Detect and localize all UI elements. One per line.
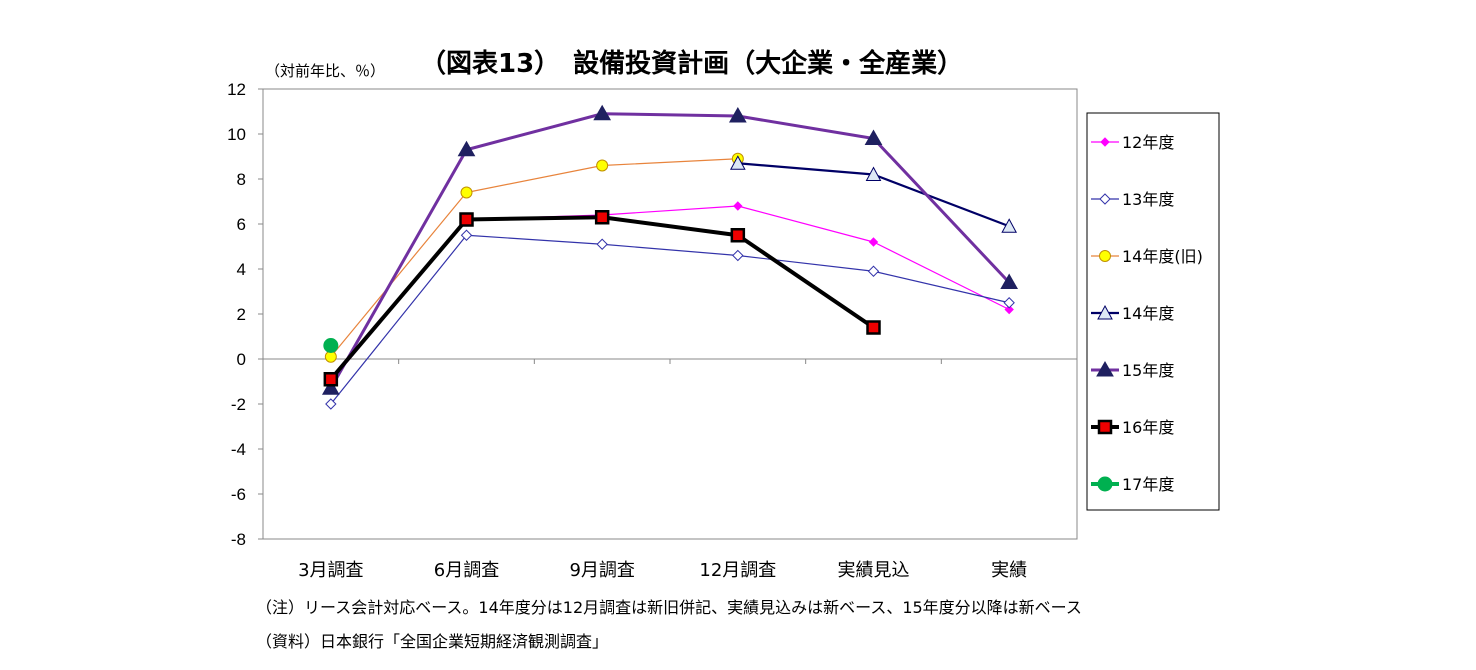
plot-area (262, 88, 1078, 540)
data-point (865, 166, 882, 181)
data-point (460, 186, 473, 199)
data-point (594, 210, 610, 225)
data-point (867, 265, 880, 277)
x-category-label: 9月調査 (569, 560, 634, 581)
data-point (596, 238, 608, 250)
y-axis-unit-label: （対前年比、％） (265, 62, 385, 80)
y-tick-label: -4 (231, 440, 246, 459)
data-point (733, 201, 743, 211)
data-point (1097, 304, 1113, 320)
legend-label: 17年度 (1122, 475, 1174, 494)
y-tick-label: 2 (237, 305, 246, 324)
data-point (1000, 273, 1019, 289)
data-point (1097, 419, 1113, 435)
legend-label: 13年度 (1122, 190, 1174, 209)
chart-note: （注）リース会計対応ベース。14年度分は12月調査は新旧併記、実績見込みは新ベー… (256, 598, 1082, 617)
legend-box (1086, 112, 1220, 511)
y-tick-label: 0 (237, 350, 246, 369)
data-point (728, 106, 747, 123)
series-7 (323, 338, 339, 353)
data-point (593, 104, 612, 121)
legend-label: 15年度 (1122, 361, 1174, 380)
data-point (596, 159, 609, 172)
data-point (868, 237, 879, 247)
legend-label: 12年度 (1122, 133, 1174, 152)
data-point (864, 129, 883, 145)
legend-label: 14年度 (1122, 304, 1174, 323)
x-category-label: 12月調査 (699, 560, 776, 581)
x-category-label: 3月調査 (298, 560, 363, 581)
y-tick-label: 12 (227, 80, 246, 99)
x-category-label: 6月調査 (434, 560, 499, 581)
y-tick-label: -6 (231, 485, 246, 504)
series-6 (323, 210, 881, 387)
series-5 (321, 104, 1019, 395)
series-line (330, 234, 1010, 405)
data-point (1099, 250, 1111, 262)
data-point (1100, 137, 1110, 147)
legend-label: 14年度(旧) (1122, 247, 1203, 266)
y-tick-label: 8 (237, 170, 246, 189)
data-point (460, 229, 473, 241)
y-tick-label: -8 (231, 530, 246, 549)
x-category-label: 実績 (991, 560, 1027, 581)
data-point (732, 249, 744, 262)
data-point (321, 379, 340, 395)
chart-source: （資料）日本銀行「全国企業短期経済観測調査」 (256, 632, 609, 651)
x-axis-category-labels: 3月調査 6月調査 9月調査 12月調査 実績見込 実績 (298, 560, 1027, 581)
y-tick-label: -2 (231, 395, 246, 414)
y-tick-label: 10 (227, 125, 246, 144)
series-line (330, 158, 738, 358)
data-point (1096, 360, 1114, 377)
data-point (1099, 193, 1111, 205)
x-axis-baseline (262, 358, 1078, 364)
series-2 (325, 229, 1015, 410)
data-point (325, 398, 337, 410)
data-point (323, 338, 339, 353)
legend-label: 16年度 (1122, 418, 1174, 437)
data-point (866, 320, 881, 335)
legend: 12年度 13年度 14年度(旧) 14年度 15年度 16年度 17年度 (1086, 112, 1220, 511)
data-point (1004, 304, 1014, 315)
data-point (729, 155, 746, 170)
data-point (1003, 297, 1015, 309)
data-point (1001, 218, 1018, 233)
data-point (457, 140, 476, 157)
series-4 (729, 155, 1018, 233)
y-tick-label: 4 (237, 260, 246, 279)
chart-title: （図表13） 設備投資計画（大企業・全産業） (420, 48, 963, 79)
data-point (459, 212, 474, 227)
data-point (1097, 476, 1113, 492)
data-point (730, 228, 746, 243)
y-tick-label: 6 (237, 215, 246, 234)
series-line (329, 112, 1011, 389)
x-category-label: 実績見込 (838, 560, 910, 581)
data-point (323, 372, 339, 387)
series-layer (321, 104, 1019, 410)
y-axis-ticks: 12 10 8 6 4 2 0 -2 -4 -6 -8 (227, 80, 263, 549)
